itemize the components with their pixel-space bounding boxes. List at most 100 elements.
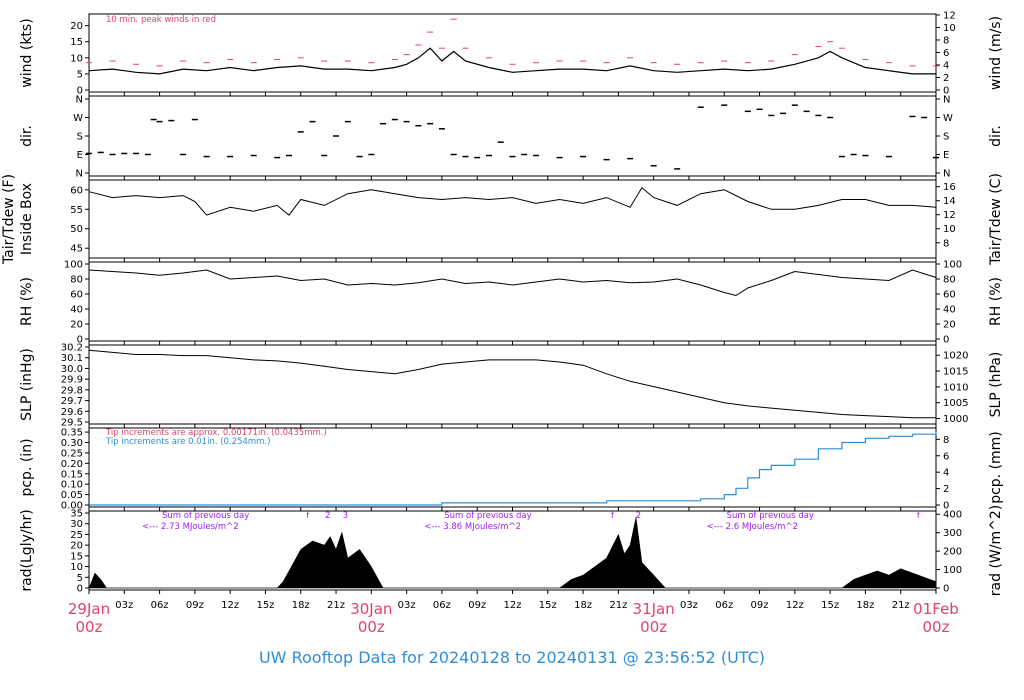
wind-left-tick-label: 0 [77,86,83,97]
time-tick-label: 21z [892,600,910,611]
dir-left-tick-label: S [77,132,83,143]
rad-marker: 2 [325,511,330,521]
rad-left-tick-label: 5 [77,573,83,584]
dir-right-tick-label: N [943,169,950,180]
wind-right-tick-label: 2 [943,73,949,84]
date-label: 29Jan [68,600,110,618]
rad-daily-note-sum: <--- 3.86 MJoules/m^2 [424,522,521,532]
rad-daily-note-sum: <--- 2.73 MJoules/m^2 [142,522,239,532]
rad-daily-note-title: Sum of previous day [162,511,249,521]
rh-left-tick-label: 80 [70,275,83,286]
time-tick-label: 21z [327,600,345,611]
temp-left-tick-label: 45 [70,244,83,255]
pcp-right-tick-label: 2 [943,484,949,495]
pcp-left-tick-label: 0.30 [61,438,83,449]
wind-left-tick-label: 10 [70,53,83,64]
time-tick-label: 09z [186,600,204,611]
date-label: 01Feb [913,600,959,618]
temp-right-axis-label: Tair/Tdew (C) [988,173,1004,266]
time-tick-label: 09z [751,600,769,611]
wind-right-axis-label: wind (m/s) [988,16,1004,90]
date-time-label: 00z [358,618,385,636]
rad-left-tick-label: 20 [70,541,83,552]
slp-left-tick-label: 29.6 [61,407,83,418]
rad-marker: f [611,511,615,521]
time-tick-label: 18z [292,600,310,611]
pcp-left-tick-label: 0.00 [61,501,83,512]
slp-left-tick-label: 29.7 [61,396,83,407]
wind-speed-line [88,47,936,75]
rad-right-tick-label: 100 [943,565,962,576]
rh-right-tick-label: 80 [943,275,956,286]
time-tick-label: 03z [680,600,698,611]
wind-left-axis-label: wind (kts) [19,18,35,87]
time-tick-label: 12z [504,600,522,611]
temp-right-tick-label: 12 [943,210,956,221]
time-tick-label: 06z [433,600,451,611]
rad-right-axis-label: rad (W/m^2) [988,505,1004,596]
slp-right-axis-label: SLP (hPa) [988,352,1004,418]
temp-left-tick-label: 60 [70,185,83,196]
pcp-left-tick-label: 0.10 [61,480,83,491]
slp-right-tick-label: 1010 [943,382,968,393]
time-tick-label: 12z [786,600,804,611]
wind-right-tick-label: 8 [943,35,949,46]
temp-line [88,187,937,216]
pcp-left-tick-label: 0.25 [61,448,83,459]
dir-left-tick-label: N [76,95,83,106]
dir-right-tick-label: S [943,132,949,143]
temp-left-axis-label: Inside Box [19,183,35,255]
rad-marker: f [306,511,310,521]
wind-right-tick-label: 12 [943,10,956,21]
temp-left-axis-label: Tair/Tdew (F) [1,174,17,265]
rad-left-axis-label: rad(Lgly/hr) [19,509,35,591]
rh-right-tick-label: 0 [943,335,949,346]
time-tick-label: 03z [398,600,416,611]
rad-daily-note-sum: <--- 2.6 MJoules/m^2 [707,522,798,532]
rh-left-tick-label: 60 [70,290,83,301]
pcp-line [89,432,937,506]
slp-left-tick-label: 30.2 [61,343,83,354]
rh-left-tick-label: 20 [70,320,83,331]
slp-right-tick-label: 1005 [943,398,968,409]
rad-left-tick-label: 0 [77,584,83,595]
rad-left-tick-label: 15 [70,551,83,562]
time-tick-label: 15z [821,600,839,611]
rh-left-tick-label: 40 [70,305,83,316]
time-tick-label: 15z [539,600,557,611]
rh-left-tick-label: 100 [64,260,83,271]
pcp-left-tick-label: 0.20 [61,459,83,470]
time-tick-label: 12z [221,600,239,611]
rh-right-tick-label: 40 [943,305,956,316]
wind-left-tick-label: 5 [77,69,83,80]
rh-right-tick-label: 100 [943,260,962,271]
slp-left-tick-label: 29.9 [61,375,83,386]
pcp-right-tick-label: 0 [943,501,949,512]
rh-right-axis-label: RH (%) [988,277,1004,326]
dir-right-tick-label: W [943,113,953,124]
wind-right-tick-label: 4 [943,60,949,71]
rh-right-tick-label: 60 [943,290,956,301]
slp-right-tick-label: 1015 [943,367,968,378]
time-tick-label: 18z [574,600,592,611]
temp-panel-frame [88,179,937,259]
pcp-right-tick-label: 8 [943,435,949,446]
figure-title: UW Rooftop Data for 20240128 to 20240131… [258,648,766,667]
dir-right-tick-label: N [943,95,950,106]
rad-area [88,517,937,589]
slp-left-axis-label: SLP (inHg) [19,348,35,421]
pcp-right-axis-label: pcp. (mm) [988,431,1004,504]
dir-left-axis-label: dir. [19,125,35,147]
rad-daily-note-title: Sum of previous day [727,511,814,521]
wind-panel-frame [88,13,937,93]
dir-right-tick-label: E [943,150,949,161]
rad-right-tick-label: 200 [943,547,962,558]
slp-right-tick-label: 1020 [943,351,968,362]
date-time-label: 00z [640,618,667,636]
wind-left-tick-label: 15 [70,37,83,48]
dir-right-axis-label: dir. [988,125,1004,147]
rad-right-tick-label: 0 [943,584,949,595]
time-tick-label: 09z [468,600,486,611]
